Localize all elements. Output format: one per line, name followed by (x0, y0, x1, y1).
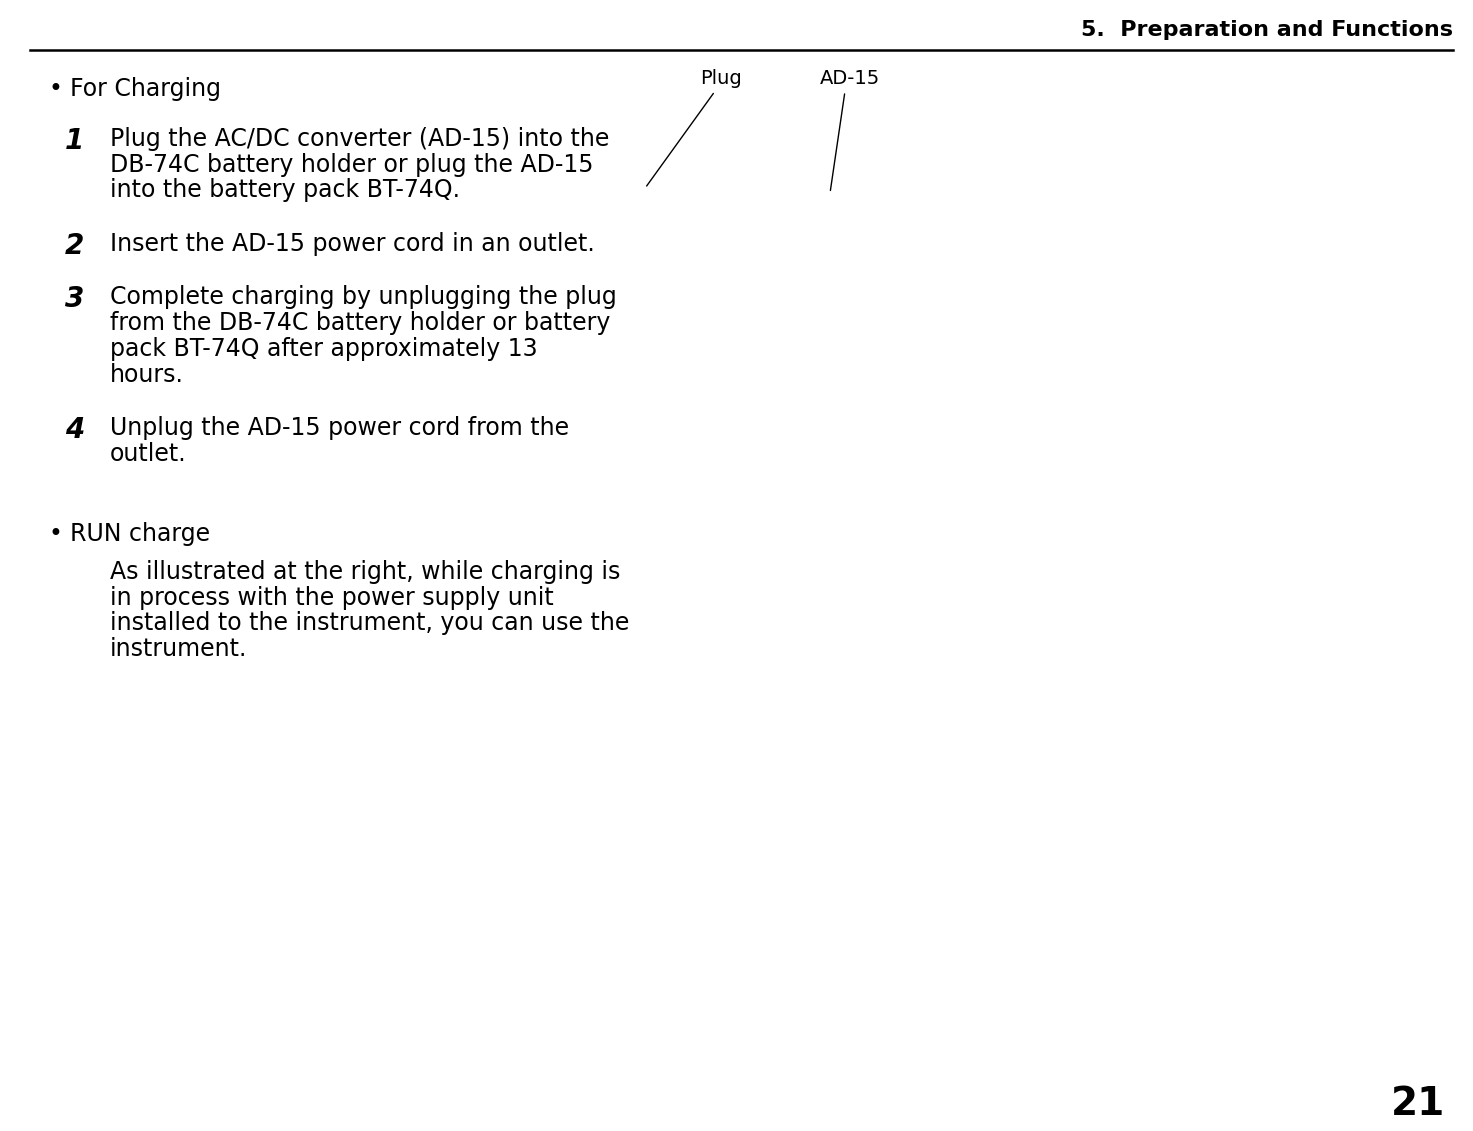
Text: RUN charge: RUN charge (71, 523, 211, 546)
Text: in process with the power supply unit: in process with the power supply unit (110, 586, 554, 610)
Text: outlet.: outlet. (110, 442, 187, 466)
Text: Unplug the AD-15 power cord from the: Unplug the AD-15 power cord from the (110, 416, 569, 440)
Text: •: • (49, 77, 62, 102)
Text: For Charging: For Charging (71, 77, 221, 102)
Text: installed to the instrument, you can use the: installed to the instrument, you can use… (110, 612, 629, 636)
Text: Plug: Plug (700, 69, 742, 88)
Text: 5.  Preparation and Functions: 5. Preparation and Functions (1081, 20, 1452, 40)
Text: 4: 4 (65, 416, 84, 444)
Text: hours.: hours. (110, 363, 184, 387)
Text: 1: 1 (65, 127, 84, 155)
Text: pack BT-74Q after approximately 13: pack BT-74Q after approximately 13 (110, 337, 538, 361)
Text: DB-74C battery holder or plug the AD-15: DB-74C battery holder or plug the AD-15 (110, 153, 594, 176)
Text: instrument.: instrument. (110, 637, 247, 662)
Text: into the battery pack BT-74Q.: into the battery pack BT-74Q. (110, 179, 460, 202)
Text: As illustrated at the right, while charging is: As illustrated at the right, while charg… (110, 560, 620, 584)
Text: Insert the AD-15 power cord in an outlet.: Insert the AD-15 power cord in an outlet… (110, 232, 595, 256)
Text: 21: 21 (1391, 1085, 1445, 1123)
Text: Plug the AC/DC converter (AD-15) into the: Plug the AC/DC converter (AD-15) into th… (110, 127, 610, 150)
Text: Complete charging by unplugging the plug: Complete charging by unplugging the plug (110, 285, 617, 310)
Text: 2: 2 (65, 232, 84, 260)
Text: AD-15: AD-15 (820, 69, 881, 88)
Text: from the DB-74C battery holder or battery: from the DB-74C battery holder or batter… (110, 311, 610, 335)
Text: 3: 3 (65, 285, 84, 313)
Text: •: • (49, 523, 62, 546)
